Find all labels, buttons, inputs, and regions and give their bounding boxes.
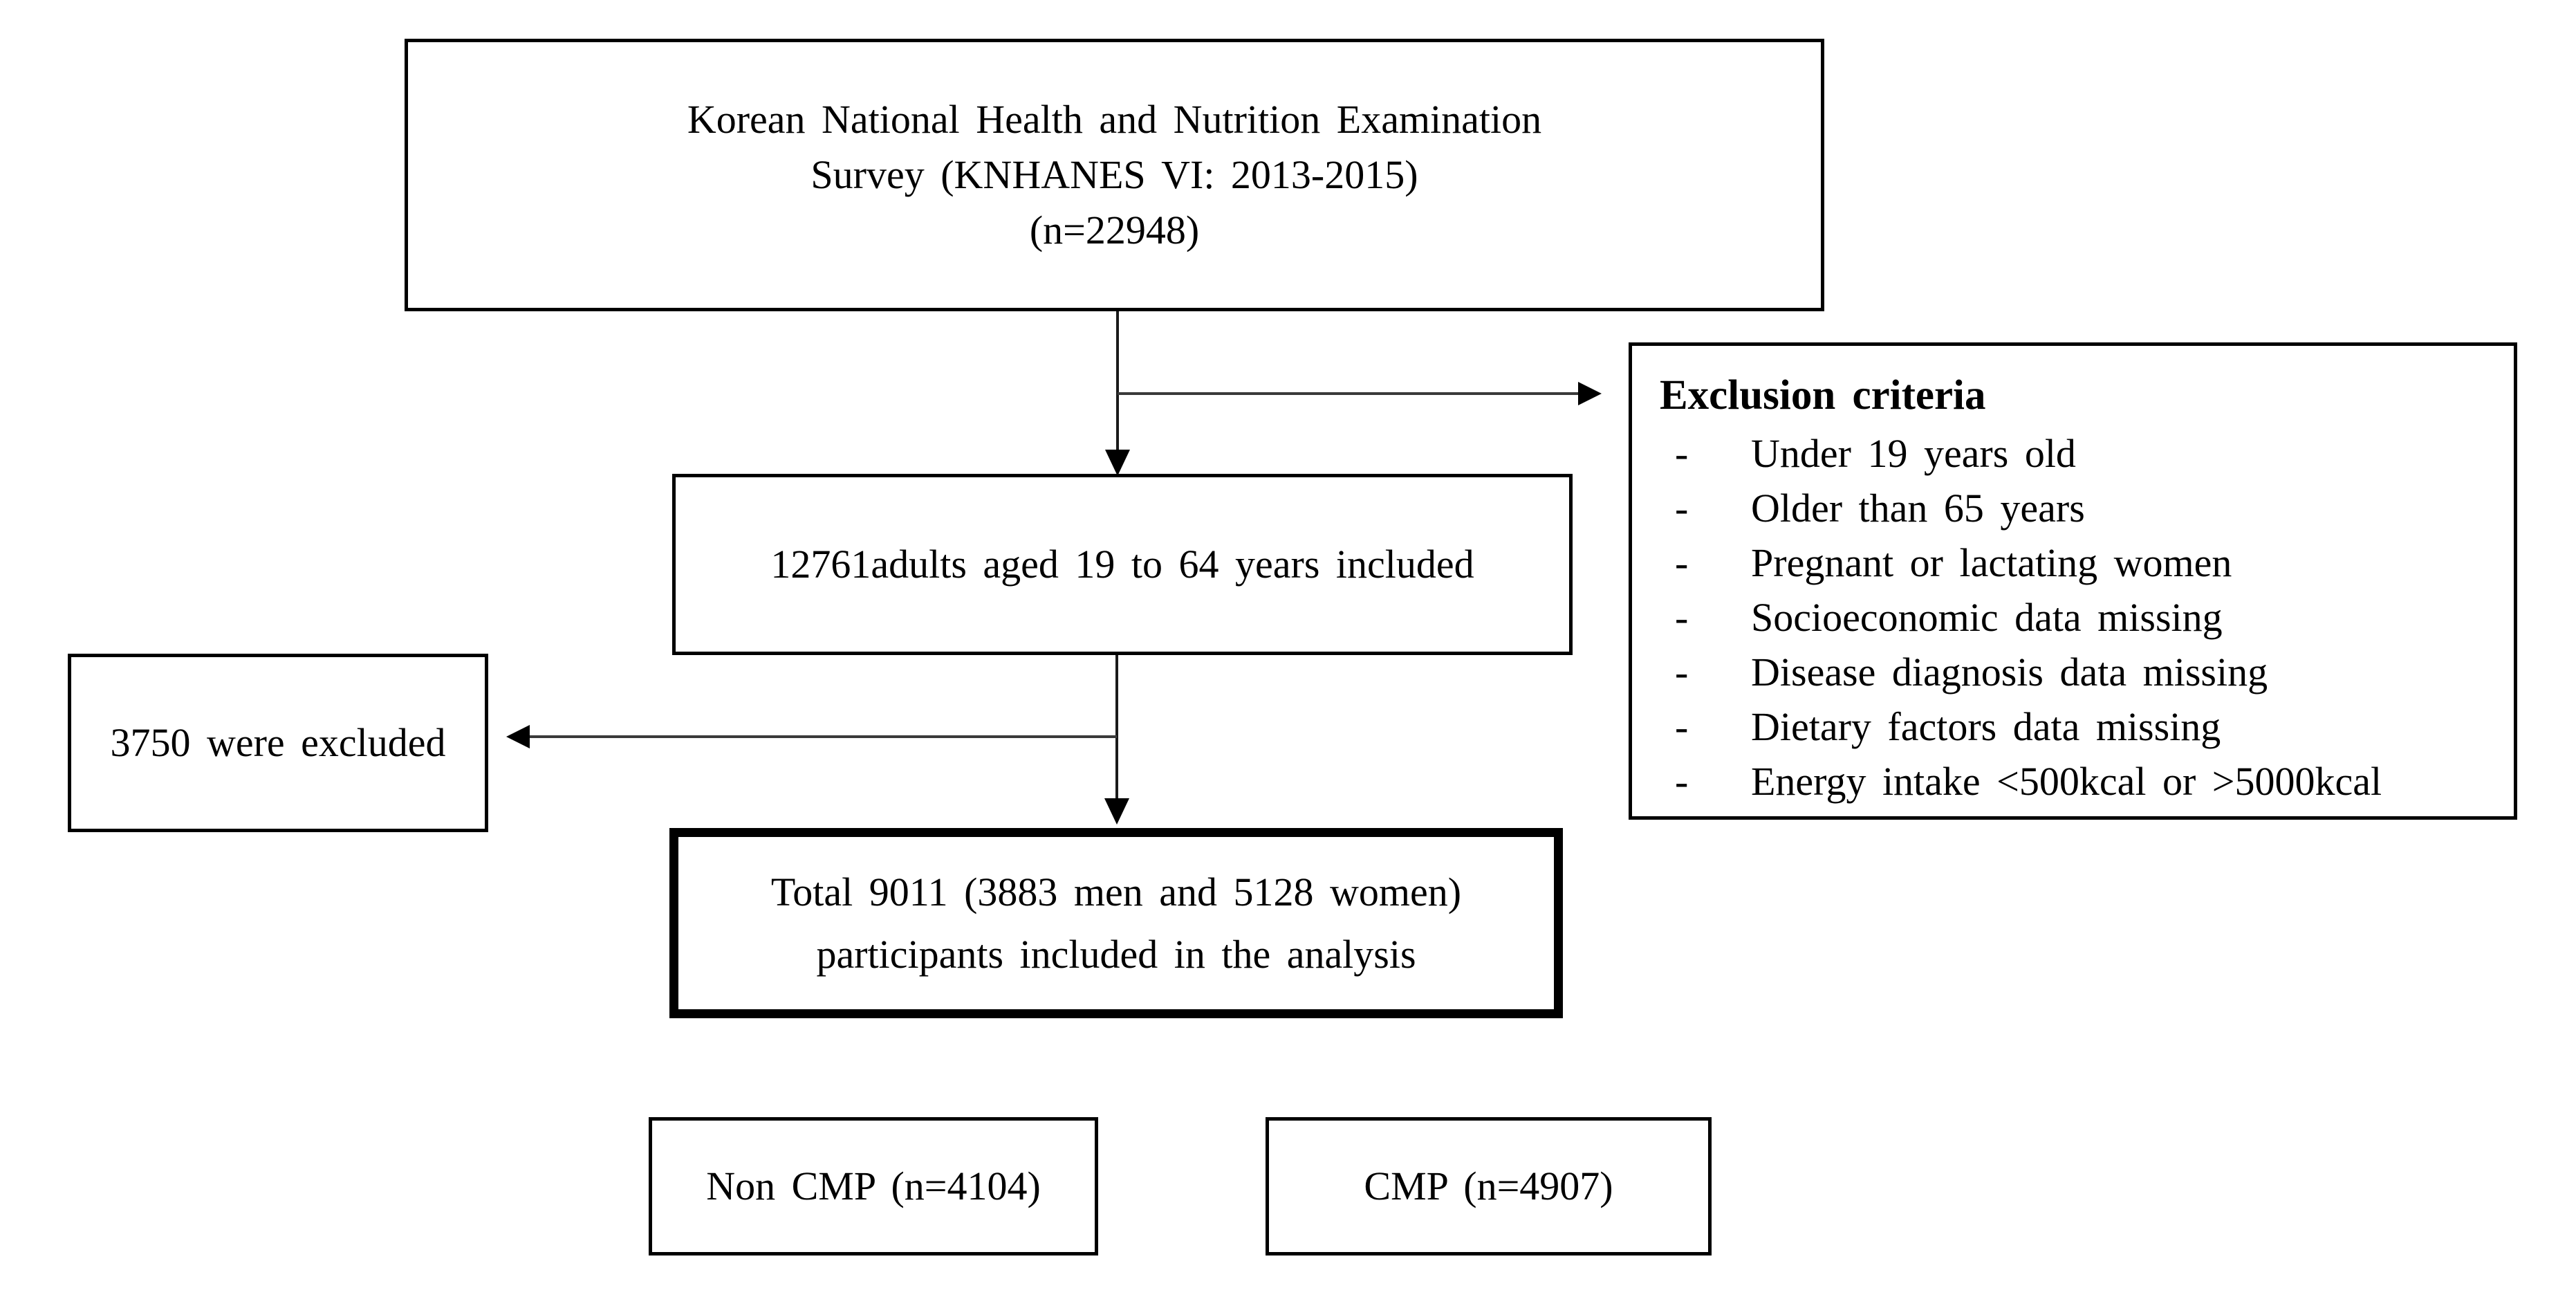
arrow-right-icon <box>1578 382 1602 405</box>
bullet-dash: - <box>1675 486 1689 531</box>
included-adults-text: 12761adults aged 19 to 64 years included <box>770 542 1474 587</box>
arrow-down-icon <box>1104 798 1129 825</box>
exclusion-criteria-list: - Under 19 years old - Older than 65 years… <box>1632 426 2500 809</box>
excluded-count-text: 3750 were excluded <box>110 720 446 765</box>
exclusion-item-text: Older than 65 years <box>1751 486 2085 531</box>
exclusion-item: - Disease diagnosis data missing <box>1632 645 2500 699</box>
cmp-group-box: CMP (n=4907) <box>1266 1117 1712 1255</box>
bullet-dash: - <box>1675 431 1689 476</box>
total-participants-box: Total 9011 (3883 men and 5128 women) par… <box>669 828 1563 1018</box>
exclusion-item: - Socioeconomic data missing <box>1632 590 2500 645</box>
exclusion-item: - Pregnant or lactating women <box>1632 535 2500 590</box>
arrow-left-icon <box>506 725 530 748</box>
exclusion-item: - Energy intake <500kcal or >5000kcal <box>1632 754 2500 809</box>
cmp-group-text: CMP (n=4907) <box>1364 1163 1613 1208</box>
included-adults-box: 12761adults aged 19 to 64 years included <box>672 474 1573 655</box>
bullet-dash: - <box>1675 759 1689 804</box>
exclusion-criteria-title: Exclusion criteria <box>1660 372 1986 418</box>
survey-box-line2: Survey (KNHANES VI: 2013-2015) <box>810 152 1418 197</box>
survey-box-count: (n=22948) <box>1029 208 1200 252</box>
bullet-dash: - <box>1675 650 1689 695</box>
exclusion-item-text: Energy intake <500kcal or >5000kcal <box>1751 759 2382 804</box>
exclusion-item: - Older than 65 years <box>1632 481 2500 535</box>
exclusion-criteria-box: Exclusion criteria - Under 19 years old -… <box>1629 342 2517 820</box>
arrow-down-icon <box>1105 450 1130 476</box>
bullet-dash: - <box>1675 595 1689 640</box>
exclusion-item-text: Disease diagnosis data missing <box>1751 650 2268 695</box>
exclusion-item-text: Under 19 years old <box>1751 431 2076 476</box>
exclusion-item-text: Socioeconomic data missing <box>1751 595 2223 640</box>
exclusion-item: - Under 19 years old <box>1632 426 2500 481</box>
bullet-dash: - <box>1675 540 1689 585</box>
non-cmp-group-box: Non CMP (n=4104) <box>649 1117 1098 1255</box>
survey-source-box: Korean National Health and Nutrition Exa… <box>405 39 1824 311</box>
non-cmp-group-text: Non CMP (n=4104) <box>706 1163 1041 1208</box>
survey-box-line1: Korean National Health and Nutrition Exa… <box>687 97 1542 142</box>
total-box-line2: participants included in the analysis <box>816 931 1416 977</box>
exclusion-item: - Dietary factors data missing <box>1632 699 2500 754</box>
excluded-count-box: 3750 were excluded <box>68 654 488 832</box>
exclusion-item-text: Pregnant or lactating women <box>1751 540 2232 585</box>
bullet-dash: - <box>1675 704 1689 749</box>
total-box-line1: Total 9011 (3883 men and 5128 women) <box>770 869 1462 914</box>
exclusion-item-text: Dietary factors data missing <box>1751 704 2221 749</box>
